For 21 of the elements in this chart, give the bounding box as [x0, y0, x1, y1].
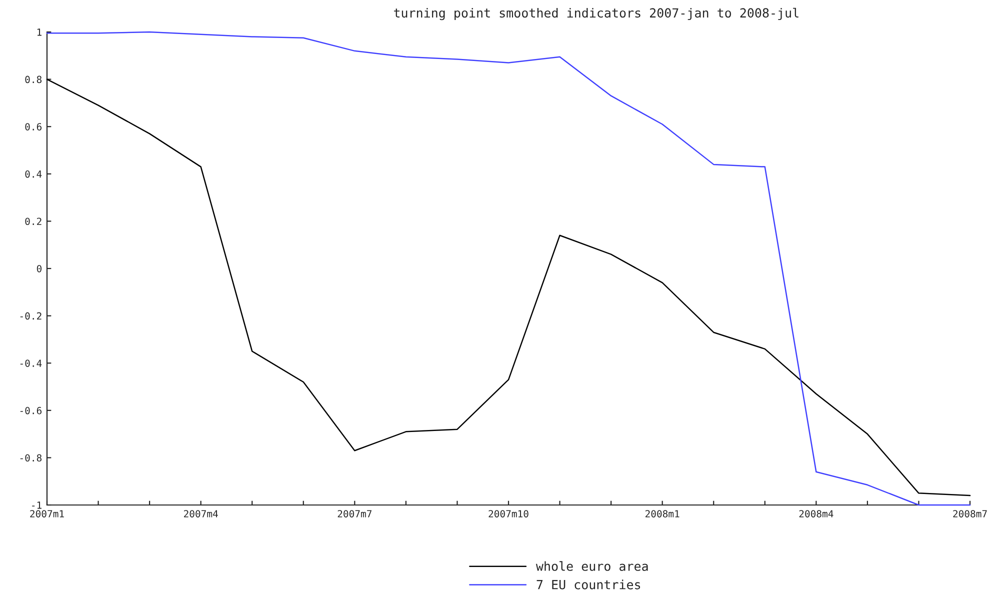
y-tick-label: 1: [37, 28, 42, 36]
y-tick-label: -0.4: [20, 360, 42, 367]
legend-label: whole euro area: [536, 561, 648, 571]
x-tick-label: 2008m1: [645, 510, 680, 518]
x-tick-label: 2007m10: [488, 510, 528, 518]
legend-label: 7 EU countries: [536, 580, 640, 590]
x-tick-label: 2008m4: [799, 510, 834, 518]
x-tick-label: 2007m7: [338, 510, 372, 518]
y-tick-label: -0.6: [20, 406, 42, 414]
y-tick-label: 0.8: [25, 76, 42, 84]
y-tick-label: -0.8: [20, 454, 42, 462]
x-tick-label: 2008m7: [953, 510, 987, 518]
y-tick-label: -1: [32, 502, 42, 509]
y-tick-label: 0.4: [25, 170, 42, 178]
x-tick-label: 2007m1: [30, 510, 64, 518]
chart-title: turning point smoothed indicators 2007-jan to 2008-jul: [394, 8, 798, 20]
y-tick-label: 0: [36, 265, 42, 272]
x-tick-label: 2007m4: [184, 510, 218, 518]
y-tick-label: 0.6: [25, 123, 42, 130]
y-tick-label: 0.2: [25, 218, 42, 226]
y-tick-label: -0.2: [20, 312, 42, 320]
